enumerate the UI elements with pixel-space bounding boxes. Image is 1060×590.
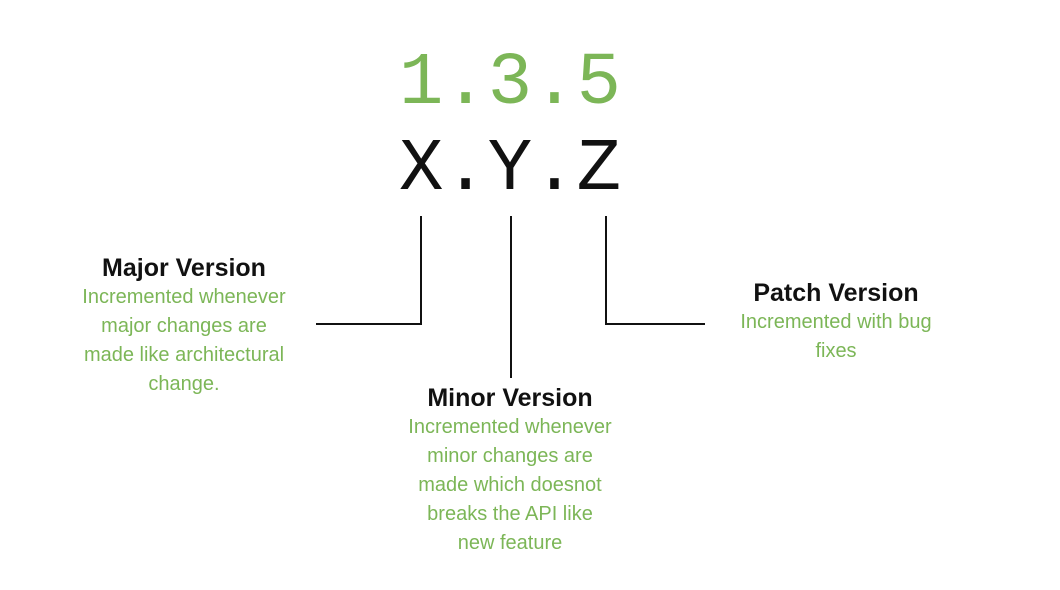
major-version-title: Major Version [102,254,266,282]
minor-version-block: Minor Version Incremented whenever minor… [380,383,640,558]
patch-version-title: Patch Version [753,279,919,307]
major-connector-line [316,216,422,325]
minor-version-title: Minor Version [427,384,593,412]
minor-version-description: Incremented whenever minor changes are m… [408,416,612,554]
version-number: 1.3.5 [398,42,622,126]
version-pattern: X.Y.Z [398,128,622,212]
major-version-block: Major Version Incremented whenever major… [54,253,314,399]
patch-version-description: Incremented with bug fixes [740,311,932,362]
patch-connector-line [605,216,705,325]
patch-version-block: Patch Version Incremented with bug fixes [706,278,966,366]
major-version-description: Incremented whenever major changes are m… [82,286,286,395]
